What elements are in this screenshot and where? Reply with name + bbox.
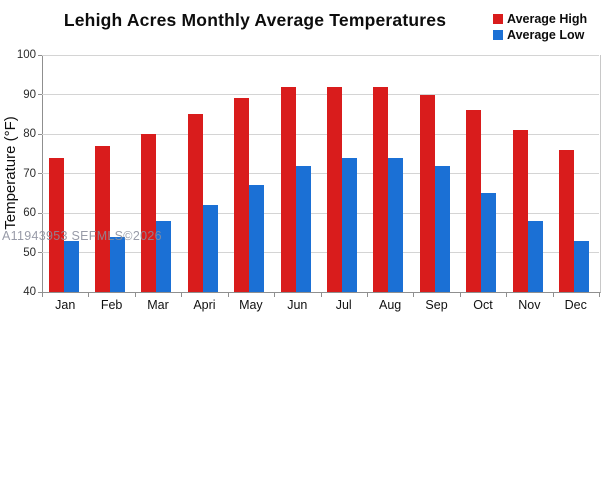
legend-swatch-low-icon: [493, 30, 503, 40]
x-tick-0: [42, 293, 43, 297]
x-tick-3: [181, 293, 183, 297]
y-tick-100: [38, 54, 42, 56]
bar-average-low-oct: [481, 193, 497, 292]
gridline-50: [42, 252, 599, 253]
x-tick-6: [320, 293, 322, 297]
bar-average-low-sep: [434, 165, 450, 292]
bar-average-low-jun: [295, 165, 311, 292]
x-label-mar: Mar: [147, 298, 169, 312]
y-tick-label-90: 90: [23, 88, 36, 101]
gridline-90: [42, 94, 599, 95]
y-tick-label-60: 60: [23, 207, 36, 219]
bar-average-high-may: [234, 98, 250, 292]
legend-label-average-low: Average Low: [507, 28, 585, 42]
y-tick-50: [38, 252, 42, 253]
gridline-100: [42, 54, 599, 56]
x-label-feb: Feb: [100, 298, 123, 312]
x-tick-1: [88, 293, 90, 297]
bar-average-low-aug: [388, 157, 404, 292]
x-label-aug: Aug: [379, 298, 402, 312]
legend-swatch-high-icon: [493, 14, 503, 24]
bar-average-low-may: [249, 185, 265, 292]
bar-average-low-jan: [63, 240, 79, 292]
bar-average-high-jan: [48, 157, 64, 292]
y-tick-label-100: 100: [16, 49, 36, 61]
x-tick-2: [134, 293, 136, 297]
bar-average-high-mar: [141, 134, 157, 292]
bar-average-low-feb: [109, 236, 125, 292]
y-tick-60: [38, 212, 42, 214]
bar-average-high-jul: [327, 86, 342, 292]
y-tick-label-50: 50: [23, 246, 36, 259]
y-tick-90: [38, 94, 42, 95]
bar-average-high-sep: [419, 94, 435, 292]
legend-item-average-low: Average Low: [493, 27, 587, 43]
bar-average-high-jun: [280, 86, 296, 292]
x-label-sep: Sep: [425, 298, 448, 312]
legend-label-average-high: Average High: [507, 12, 588, 26]
x-tick-9: [459, 293, 461, 297]
x-tick-7: [366, 293, 368, 297]
y-tick-label-40: 40: [23, 286, 36, 298]
x-label-may: May: [239, 298, 263, 312]
watermark: A11943953 SEFMLS©2026: [2, 229, 162, 243]
bar-average-high-oct: [466, 110, 482, 292]
legend-item-average-high: Average High: [493, 11, 587, 27]
x-tick-11: [552, 293, 554, 297]
bar-average-low-mar: [156, 220, 172, 292]
plot-area: [42, 55, 601, 293]
x-label-jan: Jan: [55, 298, 76, 312]
x-tick-8: [413, 293, 415, 297]
gridline-80: [42, 133, 599, 135]
x-tick-5: [274, 293, 276, 297]
y-tick-80: [38, 133, 42, 135]
bar-average-low-jul: [342, 157, 357, 292]
bar-average-high-apri: [187, 114, 203, 292]
y-tick-label-80: 80: [23, 128, 36, 140]
x-label-nov: Nov: [518, 298, 541, 312]
x-label-jun: Jun: [287, 298, 308, 312]
bar-average-high-aug: [373, 86, 389, 292]
bar-average-high-nov: [512, 130, 528, 292]
bar-average-high-dec: [559, 149, 575, 292]
gridline-70: [42, 173, 599, 174]
y-tick-40: [38, 291, 42, 293]
y-tick-70: [38, 173, 42, 174]
x-label-jul: Jul: [335, 298, 352, 312]
chart-title: Lehigh Acres Monthly Average Temperature…: [63, 10, 447, 30]
legend: Average High Average Low: [493, 11, 587, 43]
gridline-60: [42, 212, 599, 214]
bar-average-low-dec: [574, 240, 590, 292]
bar-average-high-feb: [94, 145, 110, 292]
x-label-dec: Dec: [564, 298, 587, 312]
bar-average-low-apri: [202, 205, 218, 292]
x-tick-12: [599, 293, 600, 297]
x-label-oct: Oct: [473, 298, 493, 312]
x-tick-10: [506, 293, 508, 297]
bar-average-low-nov: [527, 220, 543, 292]
y-tick-label-70: 70: [23, 167, 36, 180]
x-tick-4: [227, 293, 229, 297]
x-label-apri: Apri: [193, 298, 216, 312]
